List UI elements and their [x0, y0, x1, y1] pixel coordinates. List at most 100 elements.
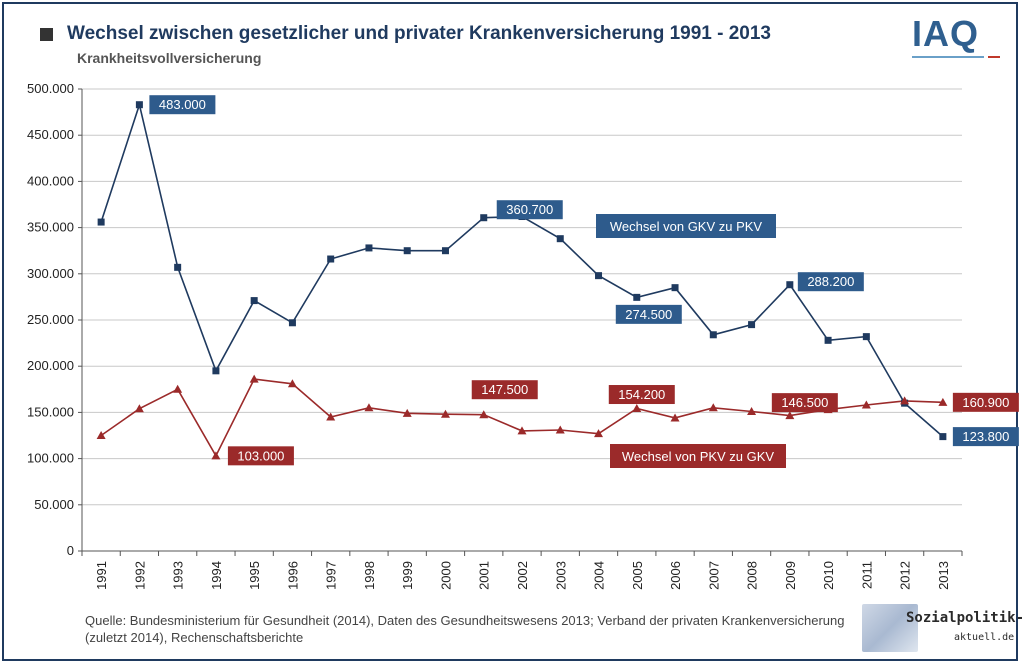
marker-s0-2006 [671, 284, 679, 292]
legend-label-0: Wechsel von GKV zu PKV [596, 214, 776, 238]
x-tick-label-1992: 1992 [132, 561, 147, 590]
chart-title: Wechsel zwischen gesetzlicher und privat… [67, 23, 772, 44]
watermark-photo [862, 604, 918, 652]
marker-s0-2000 [441, 247, 449, 255]
marker-s0-2003 [556, 235, 564, 243]
x-tick-label-2002: 2002 [515, 561, 530, 590]
x-tick-label-2012: 2012 [898, 561, 913, 590]
marker-s0-2011 [862, 333, 870, 341]
data-label-box [608, 385, 675, 405]
data-label-text: 360.700 [506, 202, 553, 217]
y-tick-labels: 0 50.000 100.000 150.000 200.000 250.000 300.0… [27, 81, 74, 558]
x-tick-label-1991: 1991 [94, 561, 109, 590]
x-tick-label-2010: 2010 [821, 561, 836, 590]
marker-s1-1999 [402, 408, 412, 417]
marker-s1-2006 [670, 413, 680, 422]
marker-s1-2005 [632, 404, 642, 413]
marker-s0-2001 [480, 214, 488, 222]
data-label-1-2001: 147.500 [471, 380, 538, 400]
x-tick-label-1999: 1999 [400, 561, 415, 590]
data-label-text: 146.500 [781, 395, 828, 410]
data-label-text: 274.500 [625, 307, 672, 322]
data-label-text: 154.200 [618, 387, 665, 402]
x-tick-label-1998: 1998 [362, 561, 377, 590]
marker-s1-1997 [326, 412, 336, 421]
data-label-1-1994: 103.000 [227, 446, 294, 466]
marker-s1-2000 [440, 409, 450, 418]
marker-s0-1997 [327, 255, 335, 263]
y-tick-label-10: 500.000 [27, 81, 74, 96]
data-label-box [496, 200, 563, 220]
y-tick-label-1: 50.000 [34, 497, 74, 512]
data-label-box [471, 380, 538, 400]
sozialpolitik-watermark[interactable]: Sozialpolitik- aktuell.de [862, 604, 1024, 652]
y-tick-label-5: 250.000 [27, 312, 74, 327]
y-tick-label-6: 300.000 [27, 266, 74, 281]
data-label-text: 483.000 [159, 97, 206, 112]
data-label-box [227, 446, 294, 466]
data-label-0-2005: 274.500 [615, 304, 682, 324]
marker-s0-2007 [709, 331, 717, 339]
data-label-text: 147.500 [481, 382, 528, 397]
y-tick-label-0: 0 [67, 543, 74, 558]
source-note: Quelle: Bundesministerium für Gesundheit… [85, 613, 845, 645]
marker-s1-2003 [555, 425, 565, 434]
marker-s1-2012 [900, 396, 910, 405]
marker-s0-1992 [135, 101, 143, 109]
logo-text: IAQ [912, 13, 980, 54]
marker-s1-1992 [134, 404, 144, 413]
marker-s0-2005 [633, 293, 641, 301]
x-tick-label-2005: 2005 [630, 561, 645, 590]
x-tick-labels: 1991 1992 1993 1994 1995 1996 1997 1998 1999 2000… [94, 561, 951, 590]
series-legend-labels: Wechsel von GKV zu PKV Wechsel von PKV zu… [596, 214, 786, 468]
y-tick-label-2: 100.000 [27, 451, 74, 466]
title-row: Wechsel zwischen gesetzlicher und privat… [40, 23, 771, 45]
marker-s0-1996 [288, 319, 296, 327]
marker-s1-2001 [479, 410, 489, 419]
series-markers [96, 101, 948, 460]
legend-box [610, 444, 786, 468]
legend-label-1: Wechsel von PKV zu GKV [610, 444, 786, 468]
logo-accent [988, 56, 1000, 58]
y-tick-label-4: 200.000 [27, 358, 74, 373]
data-label-text: 160.900 [962, 395, 1009, 410]
marker-s1-2013 [938, 397, 948, 406]
x-tick-label-2001: 2001 [477, 561, 492, 590]
marker-s0-2013 [939, 433, 947, 441]
x-tick-label-2004: 2004 [592, 561, 607, 590]
data-label-1-2005: 154.200 [608, 385, 675, 405]
x-tick-label-2008: 2008 [745, 561, 760, 590]
data-label-0-1992: 483.000 [149, 95, 216, 115]
marker-s1-2011 [861, 400, 871, 409]
data-label-text: 288.200 [807, 274, 854, 289]
title-bullet-icon [40, 27, 53, 41]
y-tick-label-8: 400.000 [27, 173, 74, 188]
x-tick-label-2007: 2007 [706, 561, 721, 590]
legend-box [596, 214, 776, 238]
y-tick-label-9: 450.000 [27, 127, 74, 142]
x-tick-label-2006: 2006 [668, 561, 683, 590]
marker-s0-2004 [595, 272, 603, 280]
x-tick-label-2003: 2003 [553, 561, 568, 590]
marker-s1-1994 [211, 451, 221, 460]
marker-s1-2007 [708, 403, 718, 412]
data-label-1-2009: 146.500 [771, 393, 838, 413]
marker-s0-1995 [250, 297, 258, 305]
data-label-0-2001: 360.700 [496, 200, 563, 220]
marker-s1-1998 [364, 403, 374, 412]
marker-s0-1991 [97, 218, 105, 226]
marker-s1-1995 [249, 374, 259, 383]
marker-s1-2002 [517, 426, 527, 435]
x-tick-label-2000: 2000 [438, 561, 453, 590]
data-label-box [149, 95, 216, 115]
x-tick-label-1996: 1996 [285, 561, 300, 590]
x-tick-label-1997: 1997 [324, 561, 339, 590]
data-label-text: 123.800 [962, 429, 1009, 444]
marker-s0-2010 [824, 336, 832, 344]
logo-underline [912, 56, 984, 58]
legend-text: Wechsel von GKV zu PKV [610, 219, 763, 234]
chart-subtitle: Krankheitsvollversicherung [77, 50, 262, 66]
data-label-box [797, 272, 864, 292]
x-tick-label-1995: 1995 [247, 561, 262, 590]
